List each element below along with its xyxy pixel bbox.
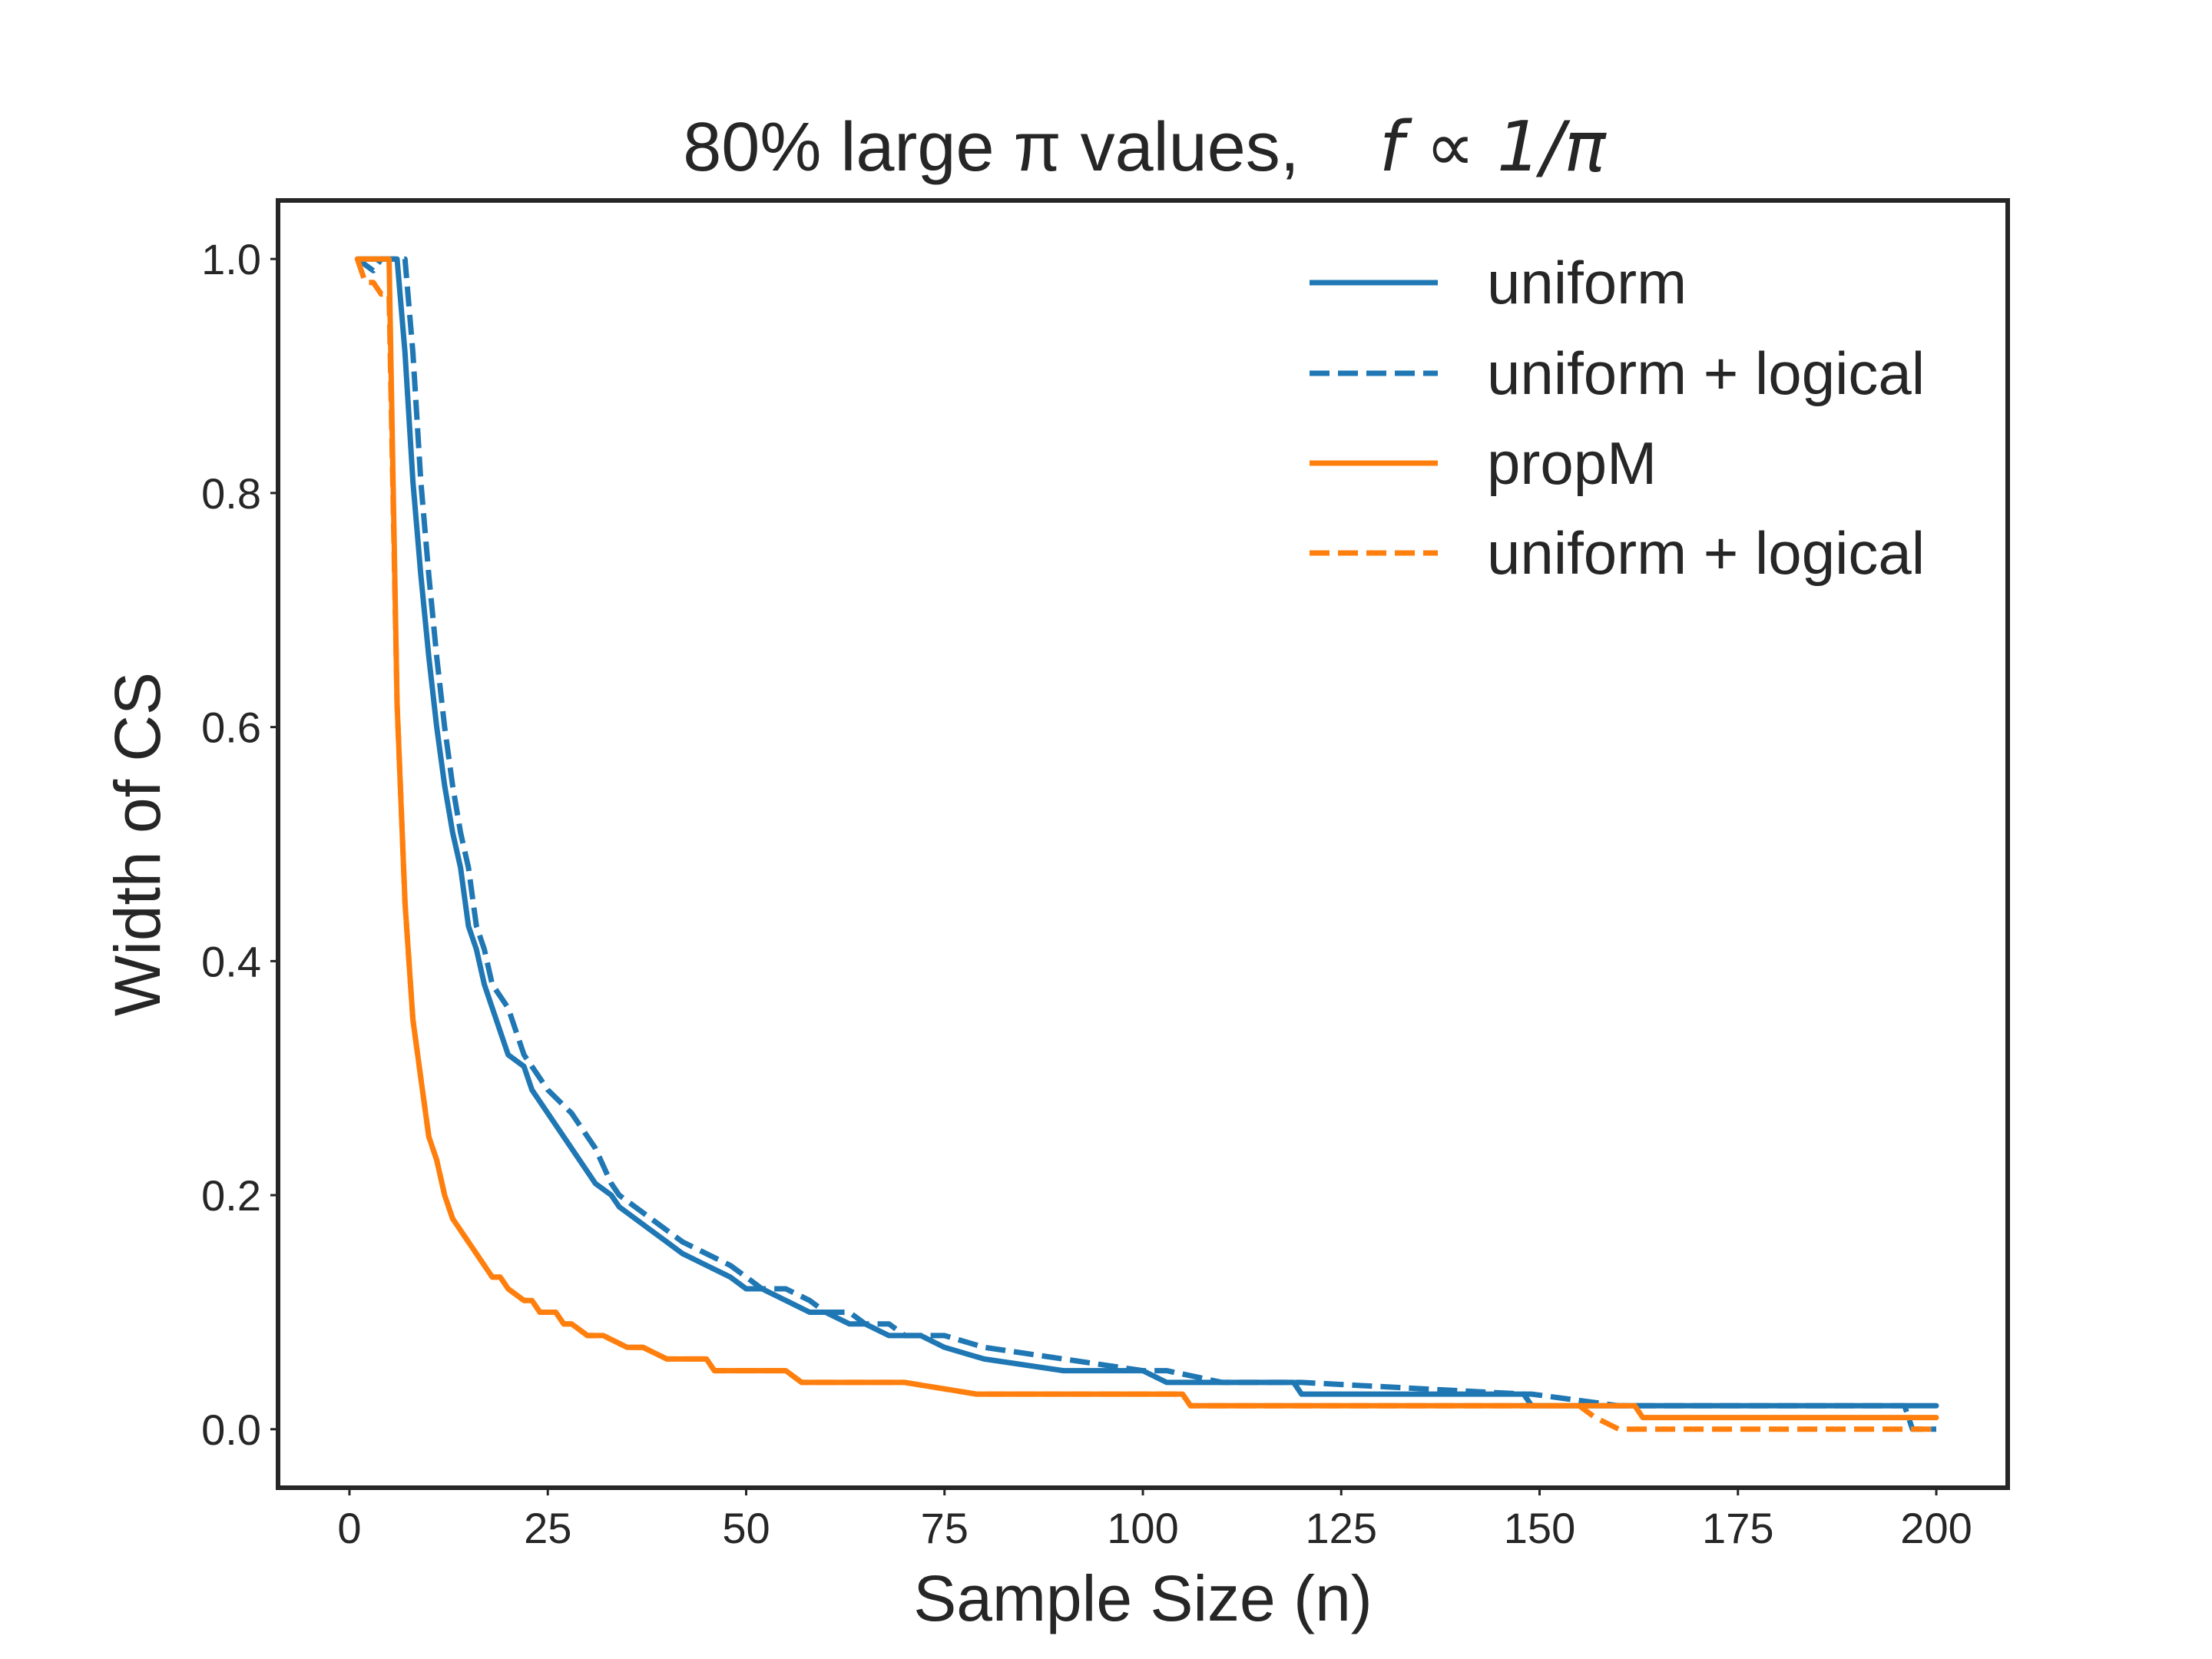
x-tick-label: 50: [722, 1504, 770, 1552]
chart-title-text: 80% large π values,: [683, 109, 1300, 186]
y-tick-label: 0.0: [201, 1406, 261, 1454]
legend-entry: uniform: [1310, 249, 1687, 316]
x-tick-label: 175: [1702, 1504, 1773, 1552]
legend-entry: uniform + logical: [1310, 339, 1925, 407]
legend-label: uniform + logical: [1487, 519, 1925, 587]
x-tick-label: 125: [1306, 1504, 1377, 1552]
x-tick-label: 25: [524, 1504, 571, 1552]
x-ticks: 0 25 50 75 100 125 150 175 200: [337, 1488, 1972, 1552]
x-tick-label: 200: [1900, 1504, 1972, 1552]
series-layer: [354, 256, 1939, 1432]
y-tick-label: 0.4: [201, 937, 261, 985]
legend-entry: uniform + logical: [1310, 519, 1925, 587]
plot-frame: [276, 198, 2010, 1490]
legend: uniform uniform + logical propM uniform + l…: [1310, 249, 1925, 587]
x-tick-label: 0: [337, 1504, 361, 1552]
x-tick-label: 75: [921, 1504, 969, 1552]
x-tick-label: 100: [1107, 1504, 1178, 1552]
legend-label: propM: [1487, 429, 1657, 497]
series-line-0: [354, 256, 1939, 1409]
x-axis-label: Sample Size (n): [913, 1562, 1373, 1634]
x-tick-label: 150: [1504, 1504, 1575, 1552]
y-axis-label: Width of CS: [101, 672, 174, 1016]
y-ticks: 0.0 0.2 0.4 0.6 0.8 1.0: [201, 235, 278, 1454]
legend-label: uniform: [1487, 249, 1687, 316]
legend-entry: propM: [1310, 429, 1657, 497]
legend-label: uniform + logical: [1487, 339, 1925, 407]
y-tick-label: 0.6: [201, 704, 261, 752]
y-tick-label: 0.8: [201, 469, 261, 518]
y-tick-label: 0.2: [201, 1171, 261, 1220]
chart-title: 80% large π values, f ∝ 1/π: [683, 107, 1607, 187]
y-tick-label: 1.0: [201, 235, 261, 283]
series-line-1: [356, 256, 1936, 1432]
chart-title-math: f ∝ 1/π: [1379, 107, 1608, 187]
series-line-2: [354, 256, 1939, 1421]
